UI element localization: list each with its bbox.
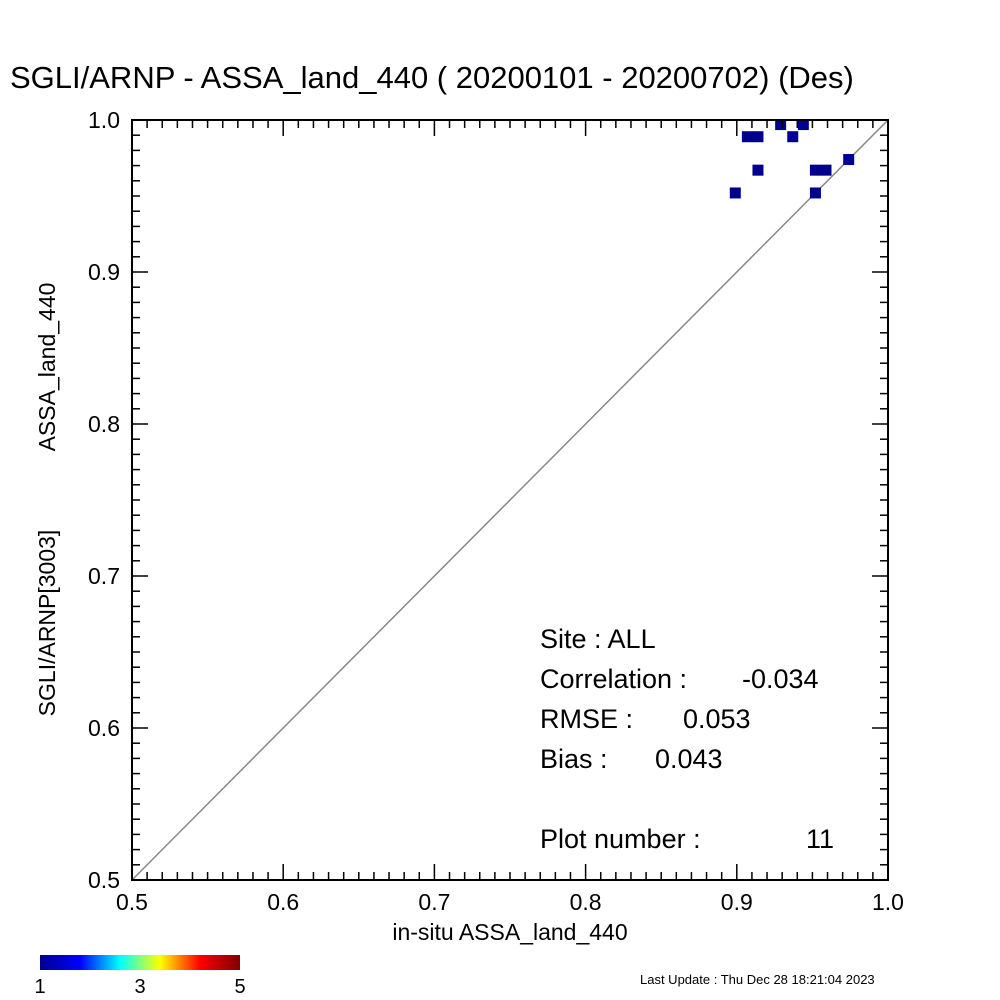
stat-rmse-label: RMSE : <box>540 704 633 734</box>
stat-rmse-value: 0.053 <box>683 704 751 734</box>
statistics-box: Site : ALL Correlation : -0.034 RMSE : 0… <box>540 624 834 854</box>
data-point <box>797 119 809 131</box>
colorbar-gradient <box>40 955 240 970</box>
stat-correlation-label: Correlation : <box>540 664 687 694</box>
data-point <box>775 119 787 131</box>
x-tick-label: 0.6 <box>267 889 299 915</box>
last-update-text: Last Update : Thu Dec 28 18:21:04 2023 <box>640 972 875 987</box>
colorbar-tick-mid: 3 <box>134 976 145 998</box>
x-tick-label: 1.0 <box>872 889 904 915</box>
stat-site: Site : ALL <box>540 624 656 654</box>
y-tick-labels: 0.5 0.6 0.7 0.8 0.9 1.0 <box>88 107 120 893</box>
x-tick-labels: 0.5 0.6 0.7 0.8 0.9 1.0 <box>116 889 904 915</box>
y-tick-label: 1.0 <box>88 107 120 133</box>
y-tick-label: 0.8 <box>88 411 120 437</box>
data-point <box>820 164 832 176</box>
data-point <box>809 187 821 199</box>
data-point <box>787 131 799 143</box>
y-axis-label-line1: SGLI/ARNP[3003] <box>34 530 60 717</box>
y-tick-label: 0.9 <box>88 259 120 285</box>
minor-ticks <box>132 120 888 880</box>
stat-plot-number-value: 11 <box>806 824 834 854</box>
one-to-one-line <box>131 119 889 881</box>
major-ticks <box>131 119 889 881</box>
y-tick-label: 0.6 <box>88 715 120 741</box>
y-tick-label: 0.5 <box>88 867 120 893</box>
data-point <box>752 131 764 143</box>
plot-area: 0.5 0.6 0.7 0.8 0.9 1.0 0.5 0.6 0.7 0.8 0.9 1.0 <box>88 107 904 915</box>
stat-correlation-value: -0.034 <box>742 664 819 694</box>
data-point <box>741 131 753 143</box>
data-point <box>809 164 821 176</box>
x-axis-label: in-situ ASSA_land_440 <box>392 919 627 945</box>
colorbar-tick-min: 1 <box>34 976 45 998</box>
data-point <box>843 154 855 166</box>
chart-title: SGLI/ARNP - ASSA_land_440 ( 20200101 - 2… <box>10 60 854 95</box>
stat-plot-number-label: Plot number : <box>540 824 701 854</box>
data-point <box>729 187 741 199</box>
x-tick-label: 0.5 <box>116 889 148 915</box>
data-points <box>729 119 855 199</box>
x-tick-label: 0.9 <box>721 889 753 915</box>
colorbar: 1 3 5 <box>34 955 246 998</box>
colorbar-tick-max: 5 <box>234 976 245 998</box>
x-tick-label: 0.7 <box>418 889 450 915</box>
stat-bias-label: Bias : <box>540 744 608 774</box>
data-point <box>752 164 764 176</box>
y-axis-label-line2: ASSA_land_440 <box>34 283 60 452</box>
x-tick-label: 0.8 <box>570 889 602 915</box>
y-tick-label: 0.7 <box>88 563 120 589</box>
stat-bias-value: 0.043 <box>655 744 723 774</box>
